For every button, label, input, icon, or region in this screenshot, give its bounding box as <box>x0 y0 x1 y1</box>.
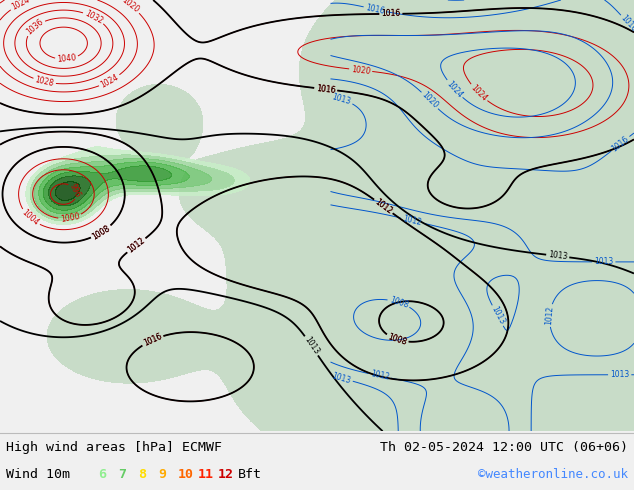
Text: 12: 12 <box>218 468 234 481</box>
Text: 1013: 1013 <box>489 305 507 326</box>
Text: 1020: 1020 <box>351 65 371 75</box>
Text: 1008: 1008 <box>91 223 112 241</box>
Text: 1016: 1016 <box>365 3 385 16</box>
Text: 1012: 1012 <box>370 369 390 382</box>
Text: 9: 9 <box>158 468 166 481</box>
Text: 1013: 1013 <box>548 250 568 262</box>
Text: 6: 6 <box>98 468 106 481</box>
Text: 1013: 1013 <box>610 370 630 379</box>
Text: ©weatheronline.co.uk: ©weatheronline.co.uk <box>478 468 628 481</box>
Text: 1012: 1012 <box>545 305 555 325</box>
Text: 1013: 1013 <box>331 371 352 385</box>
Text: 1012: 1012 <box>401 214 422 227</box>
Text: 1036: 1036 <box>25 17 45 37</box>
Text: 1020: 1020 <box>120 0 141 15</box>
Text: 1016: 1016 <box>316 84 336 95</box>
Text: High wind areas [hPa] ECMWF: High wind areas [hPa] ECMWF <box>6 441 222 454</box>
Text: 1013: 1013 <box>302 335 321 356</box>
Text: 8: 8 <box>138 468 146 481</box>
Text: 1016: 1016 <box>316 84 336 95</box>
Text: Bft: Bft <box>238 468 262 481</box>
Text: 1032: 1032 <box>83 9 105 25</box>
Text: 1016: 1016 <box>381 9 401 19</box>
Text: 1008: 1008 <box>91 223 112 241</box>
Text: 1004: 1004 <box>20 208 41 228</box>
Text: 1016: 1016 <box>619 14 634 34</box>
Text: 1013: 1013 <box>594 257 614 267</box>
Text: 10: 10 <box>178 468 194 481</box>
Text: 1008: 1008 <box>388 295 410 310</box>
Text: 1024: 1024 <box>469 83 489 103</box>
Text: 1040: 1040 <box>56 54 77 64</box>
Text: Wind 10m: Wind 10m <box>6 468 70 481</box>
Text: 1008: 1008 <box>387 332 408 347</box>
Text: 1012: 1012 <box>373 197 394 216</box>
Text: Th 02-05-2024 12:00 UTC (06+06): Th 02-05-2024 12:00 UTC (06+06) <box>380 441 628 454</box>
Text: 1024: 1024 <box>444 79 464 99</box>
Text: 1024: 1024 <box>10 0 31 12</box>
Text: 1012: 1012 <box>373 197 394 216</box>
Text: 1024: 1024 <box>99 73 120 90</box>
Text: 1012: 1012 <box>126 236 146 255</box>
Text: 1008: 1008 <box>387 332 408 347</box>
Text: 1028: 1028 <box>34 75 55 88</box>
Text: 1016: 1016 <box>381 9 401 19</box>
Text: 1012: 1012 <box>126 236 146 255</box>
Text: 1013: 1013 <box>331 93 352 106</box>
Text: 1020: 1020 <box>420 91 440 110</box>
Text: 996: 996 <box>68 182 82 199</box>
Text: 1016: 1016 <box>610 134 631 153</box>
Text: 1016: 1016 <box>142 332 163 348</box>
Text: 7: 7 <box>118 468 126 481</box>
Text: 11: 11 <box>198 468 214 481</box>
Text: 1016: 1016 <box>142 332 163 348</box>
Text: 1000: 1000 <box>60 212 81 224</box>
